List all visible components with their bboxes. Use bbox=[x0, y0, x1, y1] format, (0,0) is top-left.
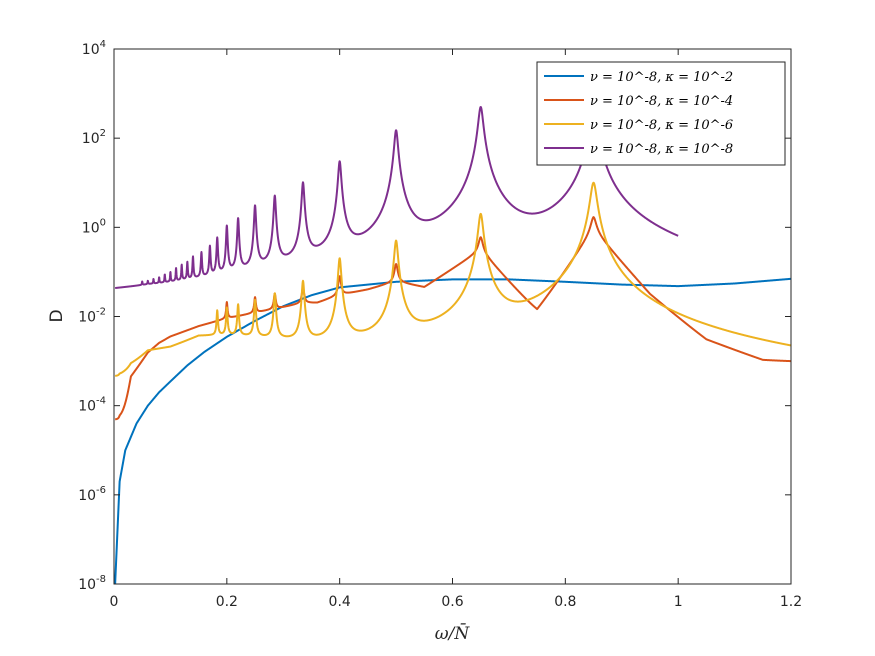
y-tick-label: 10-8 bbox=[78, 574, 106, 593]
x-tick-label: 0.8 bbox=[554, 594, 576, 610]
x-tick-label: 0.4 bbox=[329, 594, 351, 610]
x-tick-label: 0.2 bbox=[216, 594, 238, 610]
legend-label-4: ν = 10^-8, κ = 10^-8 bbox=[590, 142, 733, 157]
legend-label-3: ν = 10^-8, κ = 10^-6 bbox=[590, 118, 733, 133]
series-line-3 bbox=[114, 181, 792, 377]
x-tick-label: 0.6 bbox=[441, 594, 463, 610]
y-tick-label: 104 bbox=[82, 39, 106, 58]
y-tick-label: 10-6 bbox=[78, 485, 106, 504]
x-axis-label: ω/N̄ bbox=[435, 622, 471, 644]
x-tick-label: 1.2 bbox=[780, 594, 802, 610]
y-tick-label: 10-2 bbox=[78, 307, 106, 326]
legend-label-1: ν = 10^-8, κ = 10^-2 bbox=[590, 70, 733, 85]
x-tick-label: 0 bbox=[110, 594, 119, 610]
legend: ν = 10^-8, κ = 10^-2 ν = 10^-8, κ = 10^-4… bbox=[536, 61, 786, 166]
y-axis-label: D bbox=[47, 309, 67, 322]
y-tick-label: 102 bbox=[82, 128, 106, 147]
y-tick-label: 100 bbox=[82, 217, 106, 236]
legend-label-2: ν = 10^-8, κ = 10^-4 bbox=[590, 94, 733, 109]
series-line-1 bbox=[114, 277, 792, 585]
x-axis: 0 0.2 0.4 0.6 0.8 1 1.2 bbox=[110, 49, 802, 610]
y-tick-label: 10-4 bbox=[78, 396, 106, 415]
x-tick-label: 1 bbox=[674, 594, 683, 610]
y-axis: 10-8 10-6 10-4 10-2 100 102 104 bbox=[78, 39, 791, 593]
